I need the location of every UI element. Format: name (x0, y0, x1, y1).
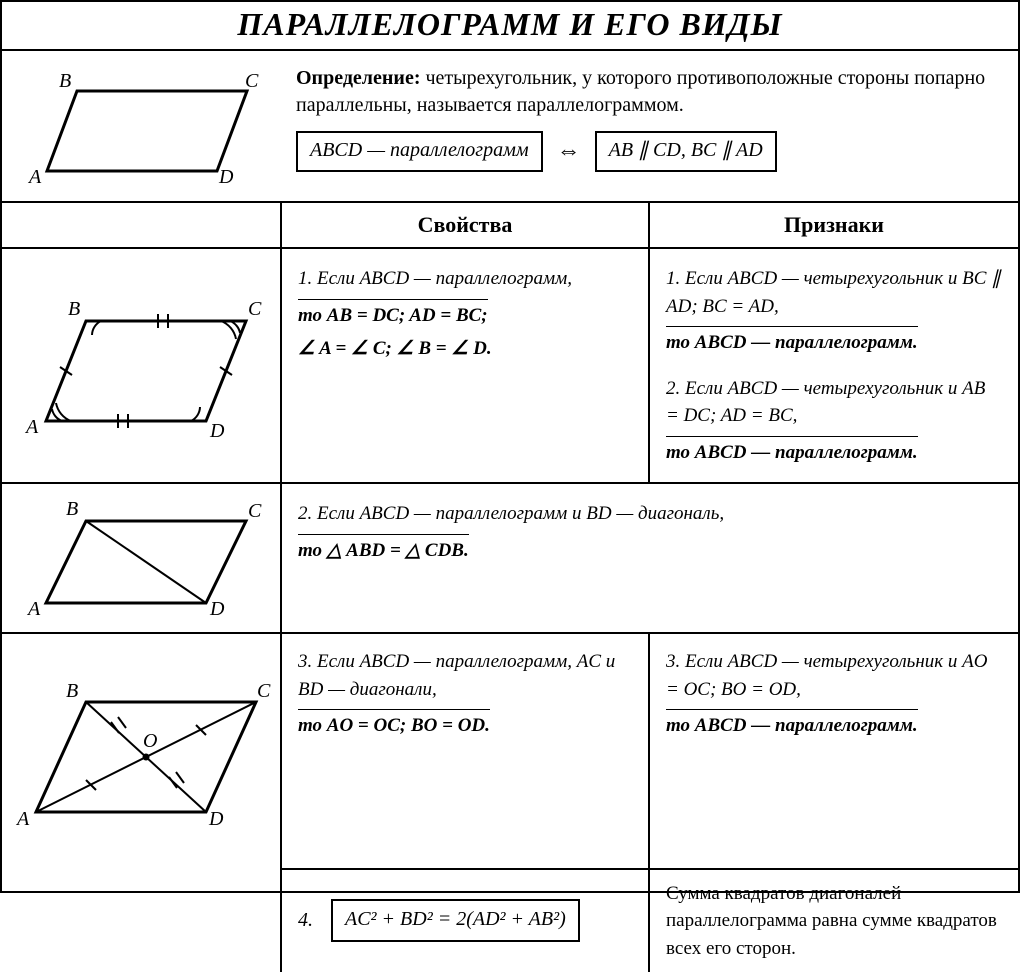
figure-equal-sides: B C A D (2, 249, 282, 484)
property-1: 1. Если ABCD — параллелограмм, то AB = D… (282, 249, 650, 484)
parallelogram-diagonals-icon: B C A D O (11, 667, 271, 837)
svg-text:B: B (66, 498, 78, 520)
figure-diagonal: B C A D (2, 484, 282, 634)
formula-row-wrap: 4. AC² + BD² = 2(AD² + AB²) Сумма квадра… (2, 870, 1018, 972)
svg-text:C: C (248, 298, 262, 320)
svg-text:D: D (209, 420, 225, 442)
definition-box-2: AB ∥ CD, BC ∥ AD (595, 131, 777, 172)
header-blank (2, 203, 282, 249)
prop1-concl2: ∠ A = ∠ C; ∠ B = ∠ D. (298, 335, 632, 363)
property-3: 3. Если ABCD — параллелограмм, AC и BD —… (282, 634, 650, 869)
formula-num: 4. (298, 906, 313, 935)
prop2-concl: то △ ABD = △ CDB. (298, 534, 469, 565)
prop1-cond: 1. Если ABCD — параллелограмм, (298, 265, 632, 293)
svg-text:B: B (66, 680, 78, 702)
svg-text:B: B (59, 70, 71, 92)
svg-text:D: D (209, 598, 225, 620)
crit3-concl: то ABCD — параллелограмм. (666, 709, 918, 740)
prop3-cond: 3. Если ABCD — параллелограмм, AC и BD —… (298, 648, 632, 703)
iff-icon: ⇔ (557, 135, 581, 167)
formula-text: Сумма квадратов диагоналей параллелограм… (650, 870, 1018, 972)
svg-text:C: C (245, 70, 259, 92)
crit1-concl: то ABCD — параллелограмм. (666, 326, 918, 357)
svg-text:A: A (27, 166, 42, 188)
crit2-concl: то ABCD — параллелограмм. (666, 436, 918, 467)
property-2: 2. Если ABCD — параллелограмм и BD — диа… (282, 484, 1018, 634)
formula-cell: 4. AC² + BD² = 2(AD² + AB²) (282, 870, 650, 972)
definition-box-1: ABCD — параллелограмм (296, 131, 543, 172)
svg-text:A: A (15, 808, 30, 830)
svg-text:O: O (143, 730, 157, 752)
header-properties: Свойства (282, 203, 650, 249)
prop2-cond: 2. Если ABCD — параллелограмм и BD — диа… (298, 500, 1002, 528)
figure-diagonals: B C A D O (2, 634, 282, 869)
title-row: ПАРАЛЛЕЛОГРАММ И ЕГО ВИДЫ (2, 2, 1018, 51)
svg-text:A: A (24, 416, 39, 438)
crit2-cond: 2. Если ABCD — четырехугольник и AB = DC… (666, 375, 1002, 430)
svg-text:B: B (68, 298, 80, 320)
definition-text: Определение: четырехугольник, у которого… (282, 51, 1018, 201)
svg-text:A: A (26, 598, 41, 620)
crit1-cond: 1. Если ABCD — четырехугольник и BC ∥ AD… (666, 265, 1002, 320)
definition-boxes: ABCD — параллелограмм ⇔ AB ∥ CD, BC ∥ AD (296, 131, 1004, 172)
svg-text:D: D (218, 166, 234, 188)
svg-text:D: D (208, 808, 224, 830)
criteria-1-2: 1. Если ABCD — четырехугольник и BC ∥ AD… (650, 249, 1018, 484)
parallelogram-basic-icon: B C A D (17, 61, 267, 191)
definition-row: B C A D Определение: четырехугольник, у … (2, 51, 1018, 203)
criterion-3: 3. Если ABCD — четырехугольник и AO = OC… (650, 634, 1018, 869)
svg-text:C: C (257, 680, 271, 702)
definition-label: Определение: (296, 67, 421, 89)
table-grid: Свойства Признаки B (2, 203, 1018, 870)
page-title: ПАРАЛЛЕЛОГРАММ И ЕГО ВИДЫ (2, 6, 1018, 43)
svg-text:C: C (248, 500, 262, 522)
header-criteria: Признаки (650, 203, 1018, 249)
page: ПАРАЛЛЕЛОГРАММ И ЕГО ВИДЫ B C A D Опреде… (0, 0, 1020, 893)
parallelogram-marks-icon: B C A D (16, 281, 266, 451)
formula-box: AC² + BD² = 2(AD² + AB²) (331, 899, 580, 942)
definition-figure: B C A D (2, 51, 282, 201)
prop3-concl: то AO = OC; BO = OD. (298, 709, 490, 740)
parallelogram-diagonal-icon: B C A D (16, 493, 266, 623)
crit3-cond: 3. Если ABCD — четырехугольник и AO = OC… (666, 648, 1002, 703)
prop1-concl: то AB = DC; AD = BC; (298, 299, 488, 330)
